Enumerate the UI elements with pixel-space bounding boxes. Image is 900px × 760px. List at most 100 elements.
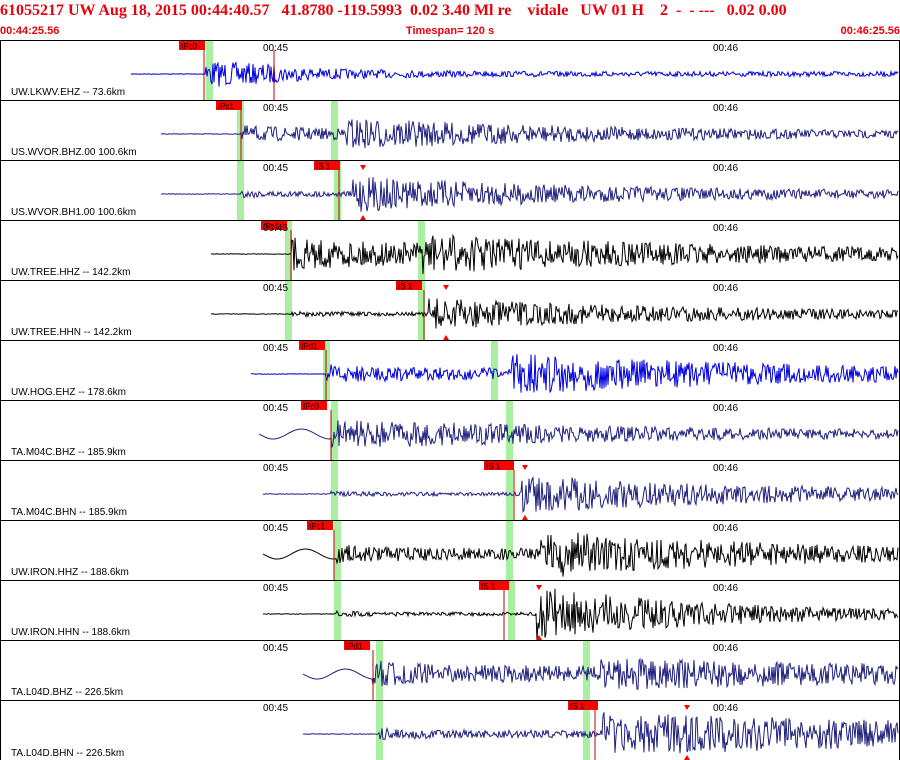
time-tick-label: 00:46 (713, 643, 739, 654)
waveform-trace (302, 657, 899, 690)
trace-panels[interactable]: IPc0 00:45 00:46 UW.LKWV.EHZ -- 73.6km IPc1 0… (0, 40, 900, 760)
trace-panel[interactable]: IPd1 00:45 00:46 UW.HOG.EHZ -- 178.6km (0, 340, 900, 400)
pick-marker (216, 101, 242, 110)
channel-label: TA.L04D.BHN -- 226.5km (11, 748, 125, 759)
time-tick-label: 00:45 (263, 163, 289, 174)
amplitude-marker (360, 165, 366, 170)
p-window-band (237, 161, 244, 220)
amplitude-marker (536, 585, 542, 590)
p-window-band (285, 221, 292, 280)
end-time: 00:46:25.56 (840, 25, 900, 37)
s-window-band (331, 101, 338, 160)
time-tick-label: 00:45 (263, 523, 289, 534)
s-window-band (491, 341, 498, 400)
amplitude-marker (443, 335, 449, 340)
pick-label: IPc0 (181, 42, 198, 51)
waveform-canvas: IS 1 (210, 281, 899, 340)
time-tick-label: 00:46 (713, 283, 739, 294)
waveform-trace (130, 61, 899, 87)
trace-panel[interactable]: IPc1 00:45 00:46 UW.TREE.HHZ -- 142.2km (0, 220, 900, 280)
trace-panel[interactable]: IS 1 00:45 00:46 TA.M04C.BHN -- 185.9km (0, 460, 900, 520)
waveform-canvas: IPc0 (258, 401, 899, 460)
s-window-band (334, 161, 341, 220)
time-tick-label: 00:46 (713, 103, 739, 114)
timespan-label: Timespan= 120 s (405, 25, 495, 37)
amplitude-marker (360, 215, 366, 220)
time-tick-label: 00:46 (713, 523, 739, 534)
trace-panel[interactable]: IPc1 00:45 00:46 US.WVOR.BHZ.00 100.6km (0, 100, 900, 160)
p-window-band (331, 461, 338, 520)
channel-label: US.WVOR.BH1.00 100.6km (11, 207, 137, 218)
trace-panel[interactable]: IPc0 00:45 00:46 TA.M04C.BHZ -- 185.9km (0, 400, 900, 460)
amplitude-marker (684, 705, 690, 710)
trace-panel[interactable]: IPc1 00:45 00:46 UW.IRON.HHZ -- 188.6km (0, 520, 900, 580)
time-tick-label: 00:45 (263, 103, 289, 114)
channel-label: UW.HOG.EHZ -- 178.6km (11, 387, 127, 398)
waveform-canvas: IS 1 (262, 461, 899, 520)
event-header: 61055217 UW Aug 18, 2015 00:44:40.57 41.… (0, 2, 787, 19)
time-tick-label: 00:45 (263, 43, 289, 54)
waveform-canvas: IPc0 (130, 41, 899, 100)
waveform-canvas: IPd1 (251, 341, 899, 400)
trace-panel[interactable]: IPc0 00:45 00:46 UW.LKWV.EHZ -- 73.6km (0, 40, 900, 100)
pick-label: IPd1 (301, 342, 318, 351)
waveform-trace (262, 532, 899, 577)
trace-panel[interactable]: IS 1 00:45 00:46 UW.TREE.HHN -- 142.2km (0, 280, 900, 340)
time-tick-label: 00:46 (713, 43, 739, 54)
pick-label: IPc1 (218, 102, 235, 111)
pick-marker (568, 701, 598, 710)
pick-marker (301, 401, 327, 410)
channel-label: UW.TREE.HHZ -- 142.2km (11, 267, 131, 278)
waveform-canvas: IPc1 (161, 101, 899, 160)
amplitude-marker (522, 465, 528, 470)
channel-label: UW.TREE.HHN -- 142.2km (11, 327, 132, 338)
waveform-trace (161, 119, 899, 149)
waveform-trace (302, 712, 899, 754)
pick-marker (314, 161, 340, 170)
trace-panel[interactable]: IS 1 00:45 00:46 US.WVOR.BH1.00 100.6km (0, 160, 900, 220)
time-tick-label: 00:46 (713, 163, 739, 174)
time-tick-label: 00:45 (263, 703, 289, 714)
s-window-band (506, 401, 513, 460)
time-tick-label: 00:46 (713, 583, 739, 594)
pick-marker (179, 41, 205, 50)
trace-panel[interactable]: IS 1 00:45 00:46 UW.IRON.HHN -- 188.6km (0, 580, 900, 640)
channel-label: US.WVOR.BHZ.00 100.6km (11, 147, 137, 158)
channel-label: UW.LKWV.EHZ -- 73.6km (11, 87, 126, 98)
waveform-canvas: IPc1 (262, 521, 899, 580)
time-tick-label: 00:46 (713, 463, 739, 474)
pick-label: IPc0 (303, 402, 320, 411)
pick-label: IPd1 (346, 642, 363, 651)
waveform-trace (160, 177, 899, 212)
amplitude-marker (443, 285, 449, 290)
time-tick-label: 00:45 (263, 343, 289, 354)
time-tick-label: 00:45 (263, 583, 289, 594)
waveform-canvas: IS 1 (262, 581, 899, 640)
channel-label: TA.L04D.BHZ -- 226.5km (11, 687, 124, 698)
channel-label: UW.IRON.HHZ -- 188.6km (11, 567, 129, 578)
amplitude-marker (536, 635, 542, 640)
waveform-trace (251, 354, 899, 393)
channel-label: TA.M04C.BHN -- 185.9km (11, 507, 127, 518)
s-window-band (508, 581, 515, 640)
pick-marker (484, 461, 514, 470)
pick-label: IPc1 (263, 222, 280, 231)
pick-marker (479, 581, 509, 590)
s-window-band (418, 281, 425, 340)
pick-label: IPc1 (309, 522, 326, 531)
p-window-band (376, 701, 383, 760)
pick-label: IS 1 (486, 462, 501, 471)
waveform-canvas: IS 1 (302, 701, 899, 760)
time-tick-label: 00:46 (713, 703, 739, 714)
pick-marker (261, 221, 287, 230)
trace-panel[interactable]: IS 1 00:45 00:46 TA.L04D.BHN -- 226.5km (0, 700, 900, 760)
channel-label: UW.IRON.HHN -- 188.6km (11, 627, 130, 638)
waveform-trace (210, 233, 899, 275)
amplitude-marker (684, 755, 690, 760)
pick-marker (344, 641, 370, 650)
s-window-band (583, 701, 590, 760)
time-tick-label: 00:46 (713, 343, 739, 354)
time-tick-label: 00:45 (263, 463, 289, 474)
p-window-band (334, 521, 341, 580)
trace-panel[interactable]: IPd1 00:45 00:46 TA.L04D.BHZ -- 226.5km (0, 640, 900, 700)
